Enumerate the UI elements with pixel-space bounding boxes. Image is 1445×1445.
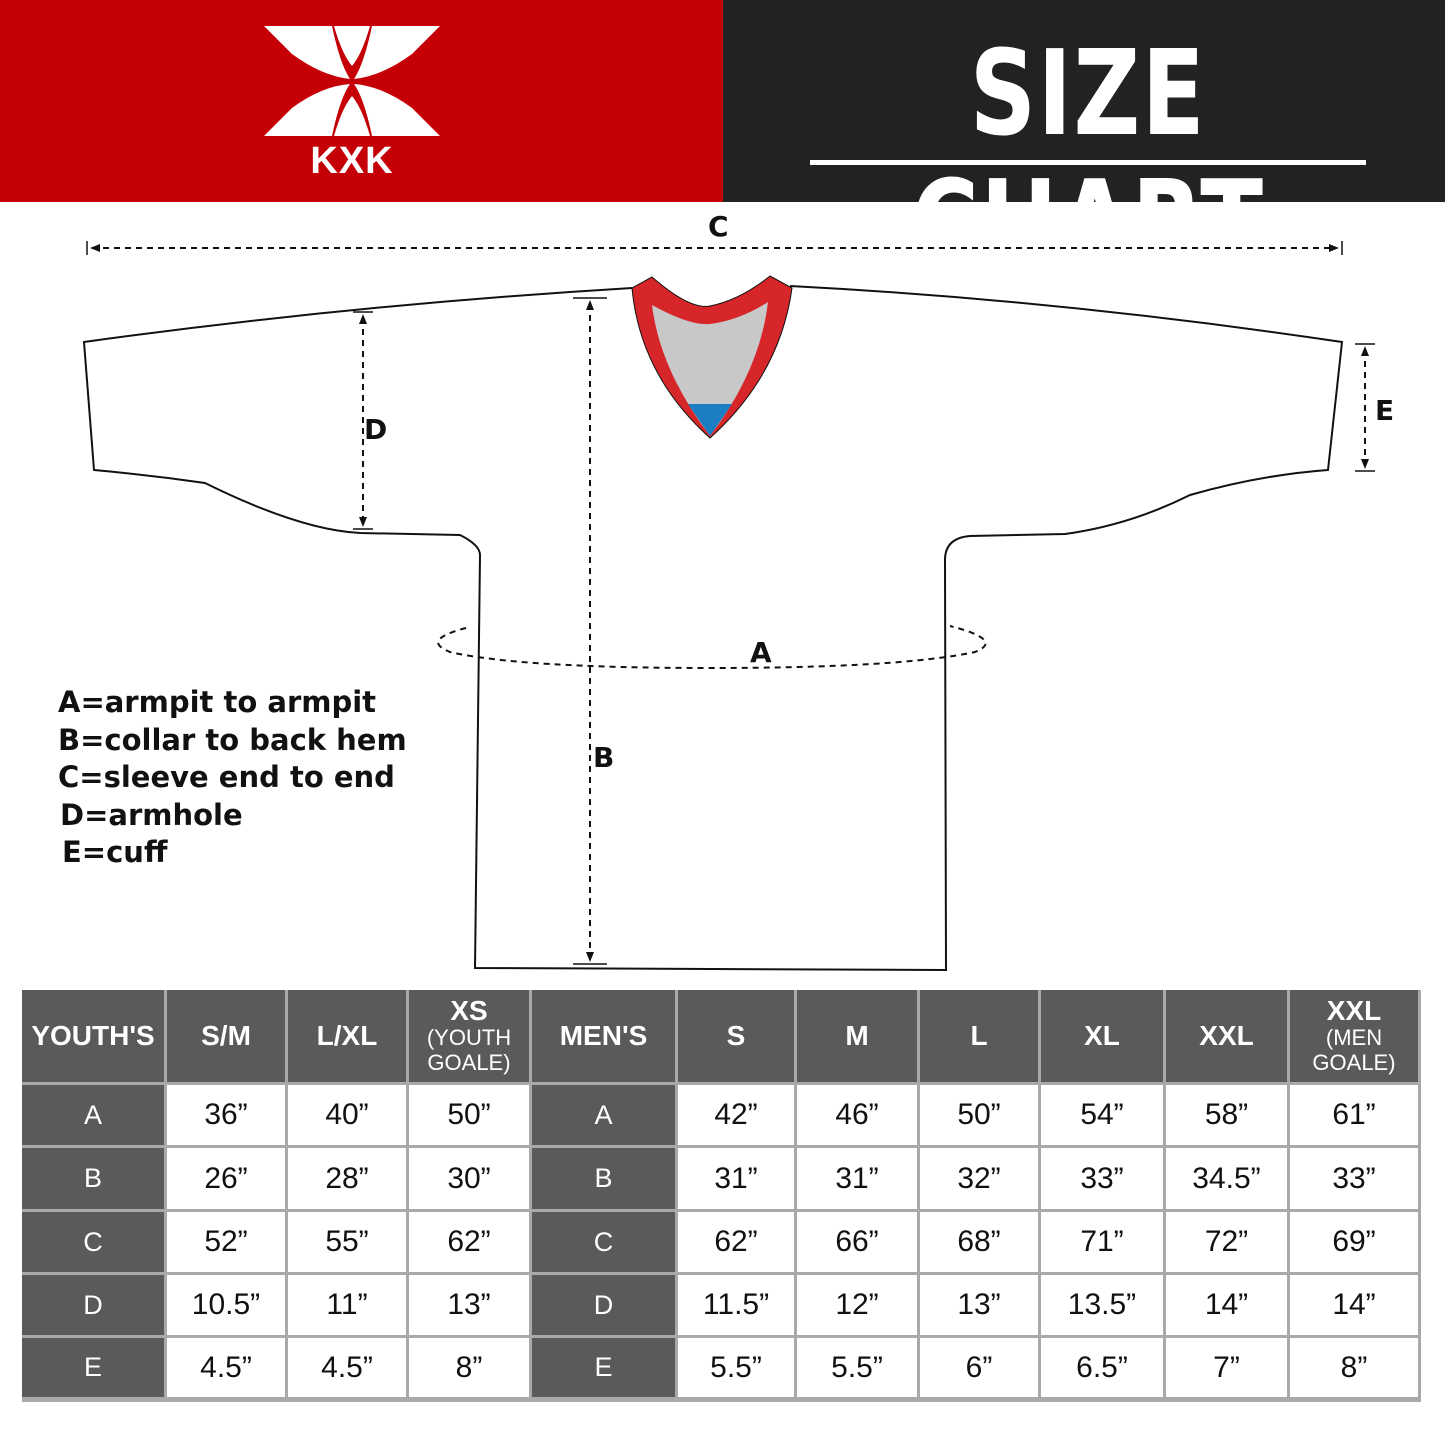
- column-header: S: [678, 990, 794, 1082]
- header-label: XL: [1084, 1020, 1120, 1051]
- table-cell: 46”: [797, 1085, 917, 1145]
- header-label: XXL: [1199, 1020, 1254, 1051]
- header-label: L/XL: [316, 1020, 378, 1051]
- table-cell: 40”: [288, 1085, 406, 1145]
- table-cell: 34.5”: [1166, 1148, 1287, 1209]
- table-cell: 54”: [1041, 1085, 1163, 1145]
- table-cell: 32”: [920, 1148, 1038, 1209]
- column-header: L/XL: [288, 990, 406, 1082]
- label-b: B: [593, 741, 615, 774]
- table-cell: 28”: [288, 1148, 406, 1209]
- legend-item: C=sleeve end to end: [58, 760, 395, 794]
- table-cell: 50”: [409, 1085, 529, 1145]
- row-header: B: [22, 1148, 164, 1209]
- column-header: XL: [1041, 990, 1163, 1082]
- header-label: YOUTH'S: [31, 1020, 155, 1051]
- table-cell: 8”: [1290, 1338, 1418, 1397]
- table-cell: 50”: [920, 1085, 1038, 1145]
- table-cell: 52”: [167, 1212, 285, 1272]
- kxk-logo-icon: [264, 26, 440, 136]
- header-label: L: [970, 1020, 988, 1051]
- table-cell: 33”: [1041, 1148, 1163, 1209]
- column-header: M: [797, 990, 917, 1082]
- table-cell: 12”: [797, 1275, 917, 1335]
- table-cell: 13”: [920, 1275, 1038, 1335]
- table-cell: 7”: [1166, 1338, 1287, 1397]
- row-header: B: [532, 1148, 675, 1209]
- header-label: M: [845, 1020, 869, 1051]
- table-cell: 33”: [1290, 1148, 1418, 1209]
- size-table: YOUTH'S S/M L/XL XS (YOUTH GOALE) MEN'S S M L XL X…: [22, 990, 1421, 1402]
- title-underline: [810, 160, 1366, 165]
- measurement-legend: A=armpit to armpit B=collar to back hem …: [58, 684, 407, 872]
- table-cell: 31”: [797, 1148, 917, 1209]
- column-header: MEN'S: [532, 990, 675, 1082]
- row-header: D: [22, 1275, 164, 1335]
- table-cell: 10.5”: [167, 1275, 285, 1335]
- table-cell: 14”: [1166, 1275, 1287, 1335]
- row-header: C: [532, 1212, 675, 1272]
- table-cell: 69”: [1290, 1212, 1418, 1272]
- table-cell: 4.5”: [288, 1338, 406, 1397]
- table-cell: 55”: [288, 1212, 406, 1272]
- column-header: S/M: [167, 990, 285, 1082]
- table-cell: 4.5”: [167, 1338, 285, 1397]
- label-a: A: [750, 636, 772, 669]
- brand-name: KXK: [310, 140, 394, 182]
- legend-item: E=cuff: [62, 835, 168, 869]
- legend-item: A=armpit to armpit: [58, 685, 377, 719]
- table-cell: 61”: [1290, 1085, 1418, 1145]
- label-e: E: [1375, 394, 1395, 427]
- table-cell: 13.5”: [1041, 1275, 1163, 1335]
- table-cell: 62”: [409, 1212, 529, 1272]
- table-cell: 11.5”: [678, 1275, 794, 1335]
- header-sublabel: (YOUTH GOALE): [426, 1025, 512, 1075]
- column-header: L: [920, 990, 1038, 1082]
- table-cell: 72”: [1166, 1212, 1287, 1272]
- column-header: XXL: [1166, 990, 1287, 1082]
- jersey-diagram: [82, 241, 1375, 972]
- table-cell: 30”: [409, 1148, 529, 1209]
- table-cell: 62”: [678, 1212, 794, 1272]
- header-label: MEN'S: [559, 1020, 648, 1051]
- page-title: SIZE CHART: [911, 24, 1265, 292]
- table-cell: 6.5”: [1041, 1338, 1163, 1397]
- row-header: E: [532, 1338, 675, 1397]
- table-cell: 11”: [288, 1275, 406, 1335]
- header-label: S: [726, 1020, 746, 1051]
- column-header: XS (YOUTH GOALE): [409, 990, 529, 1082]
- table-cell: 26”: [167, 1148, 285, 1209]
- row-header: E: [22, 1338, 164, 1397]
- row-header: D: [532, 1275, 675, 1335]
- legend-item: D=armhole: [60, 797, 243, 832]
- table-cell: 42”: [678, 1085, 794, 1145]
- table-cell: 5.5”: [797, 1338, 917, 1397]
- header-label: XS: [450, 995, 488, 1026]
- header-label: XXL: [1326, 995, 1382, 1026]
- table-cell: 6”: [920, 1338, 1038, 1397]
- header-label: S/M: [201, 1020, 251, 1051]
- jersey-outline: [82, 285, 1344, 972]
- legend-item: B=collar to back hem: [58, 722, 407, 757]
- label-c: C: [708, 210, 729, 243]
- table-cell: 14”: [1290, 1275, 1418, 1335]
- row-header: A: [22, 1085, 164, 1145]
- column-header: XXL (MEN GOALE): [1290, 990, 1418, 1082]
- column-header: YOUTH'S: [22, 990, 164, 1082]
- label-d: D: [364, 413, 388, 446]
- table-cell: 58”: [1166, 1085, 1287, 1145]
- table-cell: 36”: [167, 1085, 285, 1145]
- table-cell: 31”: [678, 1148, 794, 1209]
- header-sublabel: (MEN GOALE): [1312, 1025, 1396, 1075]
- row-header: A: [532, 1085, 675, 1145]
- table-cell: 8”: [409, 1338, 529, 1397]
- table-cell: 13”: [409, 1275, 529, 1335]
- row-header: C: [22, 1212, 164, 1272]
- table-cell: 68”: [920, 1212, 1038, 1272]
- title-banner: [723, 0, 1445, 202]
- table-cell: 71”: [1041, 1212, 1163, 1272]
- table-cell: 66”: [797, 1212, 917, 1272]
- table-cell: 5.5”: [678, 1338, 794, 1397]
